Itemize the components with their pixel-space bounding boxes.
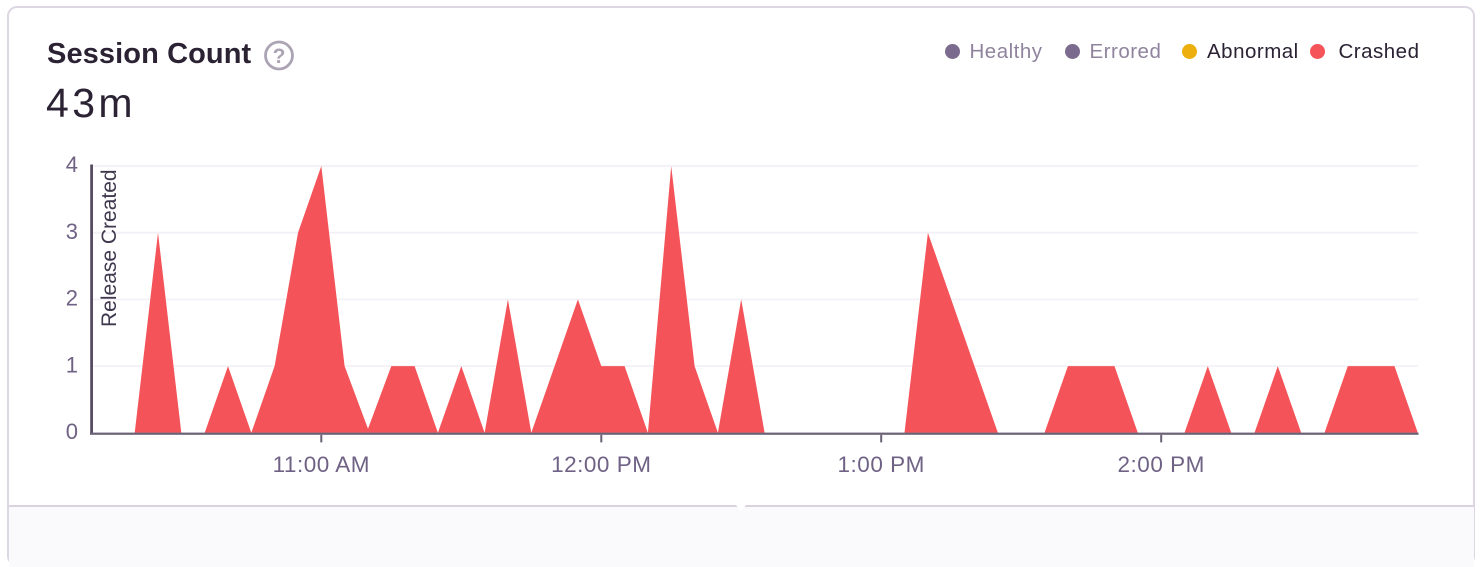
svg-text:11:00 AM: 11:00 AM	[273, 452, 370, 477]
svg-text:2: 2	[66, 286, 78, 311]
svg-text:1:00 PM: 1:00 PM	[838, 452, 925, 477]
svg-text:0: 0	[66, 419, 78, 444]
svg-text:3: 3	[66, 219, 78, 244]
svg-text:?: ?	[273, 45, 286, 68]
svg-text:12:00 PM: 12:00 PM	[551, 452, 651, 477]
svg-text:4: 4	[66, 152, 78, 177]
svg-text:2:00 PM: 2:00 PM	[1118, 452, 1205, 477]
svg-text:1: 1	[66, 352, 78, 377]
svg-text:Release Created: Release Created	[98, 169, 121, 327]
